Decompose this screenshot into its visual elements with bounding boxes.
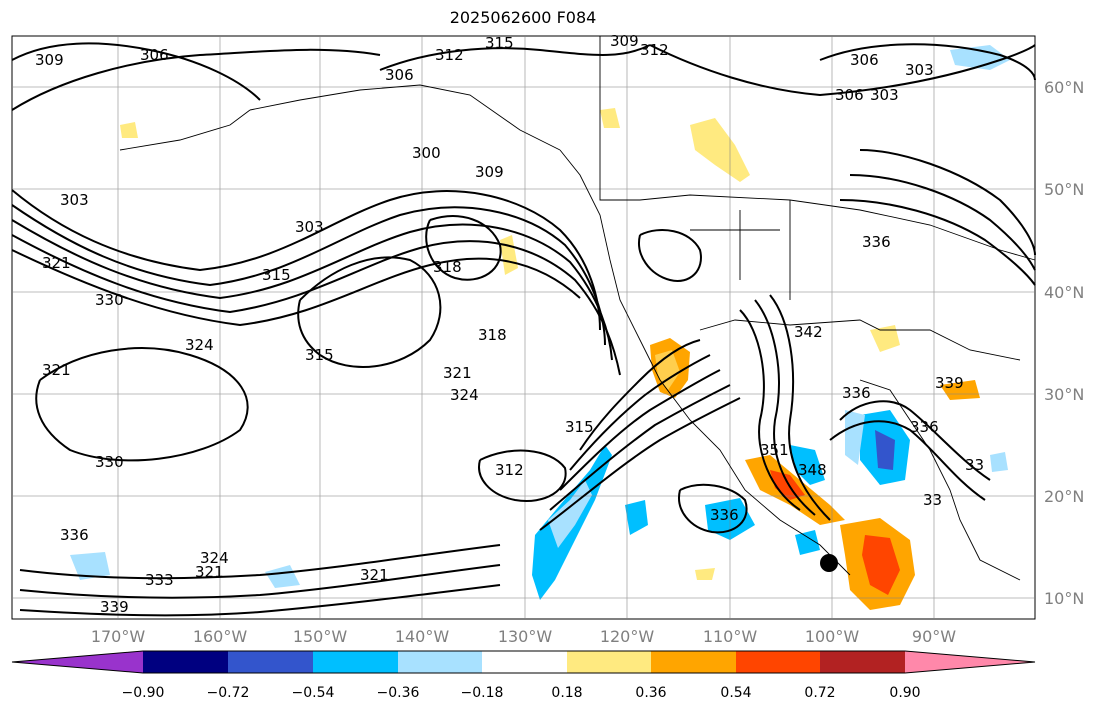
contour-label: 321 — [42, 361, 71, 379]
contour-label: 321 — [42, 254, 71, 272]
contour-label: 312 — [640, 41, 669, 59]
lat-tick: 50°N — [1044, 180, 1084, 199]
contour-label: 306 — [385, 66, 414, 84]
colorbar-segment — [228, 651, 313, 673]
colorbar-tick: 0.90 — [889, 685, 920, 701]
contour-label: 336 — [60, 526, 89, 544]
lat-tick: 30°N — [1044, 385, 1084, 404]
colorbar-tick: 0.36 — [635, 685, 666, 701]
contour-label: 300 — [412, 144, 441, 162]
contour-label: 321 — [443, 364, 472, 382]
contour-label: 312 — [435, 46, 464, 64]
contour-label: 339 — [100, 598, 129, 616]
colorbar-tick: −0.36 — [377, 685, 420, 701]
contour-label: 330 — [95, 453, 124, 471]
map-panel — [11, 35, 1036, 620]
colorbar-segment — [820, 651, 905, 673]
contour-label: 333 — [145, 571, 174, 589]
colorbar-segment — [313, 651, 398, 673]
contour-label: 33 — [965, 456, 984, 474]
contour-label: 315 — [262, 266, 291, 284]
contour-label: 306 — [850, 51, 879, 69]
colorbar-segment — [651, 651, 736, 673]
colorbar-tick: −0.90 — [122, 685, 165, 701]
latitude-ticks: 60°N 50°N 40°N 30°N 20°N 10°N — [1044, 78, 1084, 608]
colorbar-extend-right — [905, 651, 1035, 673]
lon-tick: 90°W — [912, 627, 956, 646]
colorbar-tick: 0.72 — [804, 685, 835, 701]
contour-label: 336 — [910, 418, 939, 436]
colorbar-tick: −0.54 — [292, 685, 335, 701]
contour-label: 303 — [60, 191, 89, 209]
contour-label: 324 — [450, 386, 479, 404]
contour-label: 306 — [835, 86, 864, 104]
contour-label: 351 — [760, 441, 789, 459]
contour-label: 318 — [478, 326, 507, 344]
contour-label: 321 — [195, 563, 224, 581]
contour-label: 303 — [295, 218, 324, 236]
contour-label: 336 — [862, 233, 891, 251]
contour-label: 303 — [870, 86, 899, 104]
lon-tick: 100°W — [805, 627, 860, 646]
lat-tick: 20°N — [1044, 487, 1084, 506]
lon-tick: 110°W — [703, 627, 758, 646]
colorbar-segment — [143, 651, 228, 673]
colorbar-extend-left — [12, 651, 143, 673]
contour-label: 342 — [794, 323, 823, 341]
colorbar-segment — [398, 651, 482, 673]
contour-labels: 309 306 312 315 309 312 306 303 306 300 … — [35, 32, 984, 616]
colorbar-segment — [736, 651, 820, 673]
figure-title: 2025062600 F084 — [449, 8, 597, 27]
contour-label: 339 — [935, 374, 964, 392]
lat-tick: 60°N — [1044, 78, 1084, 97]
contour-label: 336 — [710, 506, 739, 524]
contour-label: 336 — [842, 384, 871, 402]
colorbar-tick: 0.18 — [551, 685, 582, 701]
contour-label: 315 — [565, 418, 594, 436]
contour-label: 33 — [923, 491, 942, 509]
colorbar-tick: 0.54 — [720, 685, 751, 701]
lon-tick: 130°W — [498, 627, 553, 646]
contour-label: 315 — [485, 34, 514, 52]
contour-label: 348 — [798, 461, 827, 479]
contour-label: 309 — [610, 32, 639, 50]
lat-tick: 40°N — [1044, 283, 1084, 302]
lon-tick: 150°W — [293, 627, 348, 646]
anomaly-fill — [70, 45, 1010, 610]
contour-label: 309 — [35, 51, 64, 69]
contour-label: 318 — [433, 258, 462, 276]
lon-tick: 160°W — [193, 627, 248, 646]
colorbar-tick: −0.72 — [207, 685, 250, 701]
lon-tick: 120°W — [600, 627, 655, 646]
longitude-ticks: 170°W 160°W 150°W 140°W 130°W 120°W 110°… — [91, 627, 956, 646]
lon-tick: 140°W — [395, 627, 450, 646]
storm-symbol — [820, 554, 838, 572]
lon-tick: 170°W — [91, 627, 146, 646]
contour-label: 312 — [495, 461, 524, 479]
contour-label: 330 — [95, 291, 124, 309]
colorbar: −0.90 −0.72 −0.54 −0.36 −0.18 0.18 0.36 … — [11, 650, 1036, 701]
colorbar-tick: −0.18 — [461, 685, 504, 701]
contour-label: 306 — [140, 46, 169, 64]
coastlines — [119, 36, 1036, 581]
contour-label: 303 — [905, 61, 934, 79]
colorbar-segment — [567, 651, 651, 673]
lat-tick: 10°N — [1044, 589, 1084, 608]
contour-lines — [11, 42, 1036, 617]
contour-label: 324 — [185, 336, 214, 354]
contour-label: 309 — [475, 163, 504, 181]
contour-label: 315 — [305, 346, 334, 364]
colorbar-segment — [482, 651, 567, 673]
contour-label: 321 — [360, 566, 389, 584]
contour-label: 324 — [200, 549, 229, 567]
